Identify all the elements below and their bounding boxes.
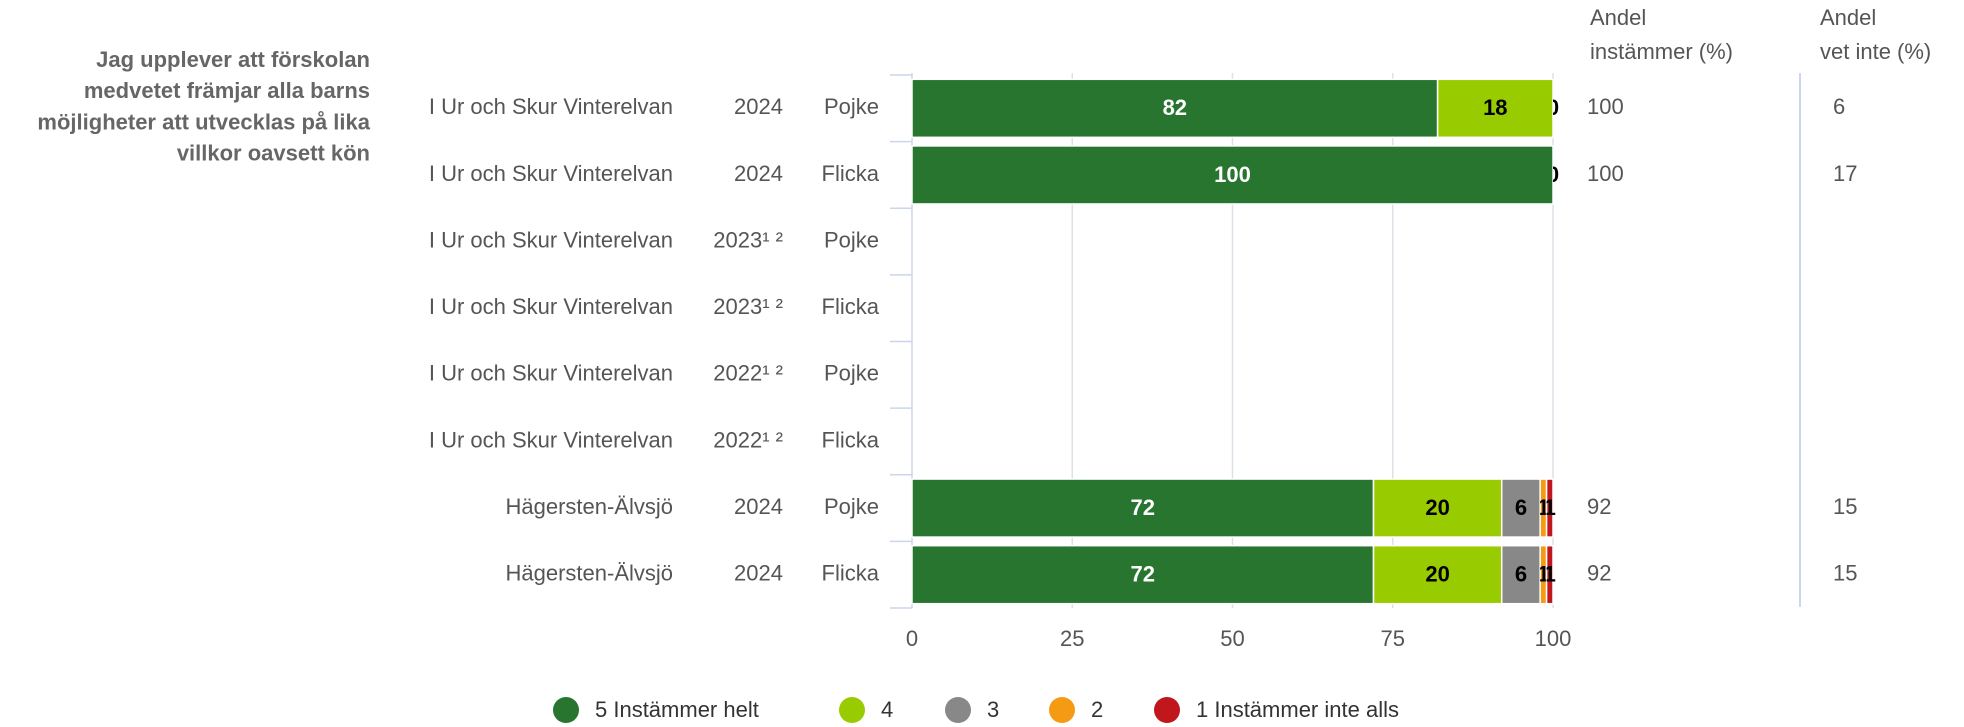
column-header: Andel [1590,5,1646,30]
data-label: 72 [1131,562,1155,587]
legend-marker [1154,697,1180,723]
category-unit: I Ur och Skur Vinterelvan [429,94,673,119]
legend-label: 3 [987,697,999,722]
x-tick-label: 50 [1220,626,1244,651]
data-label: 1 [1544,495,1556,520]
data-label: 1 [1537,495,1549,520]
category-gender: Pojke [824,361,879,386]
data-label: 20 [1425,562,1449,587]
category-gender: Flicka [822,294,880,319]
category-year: 2023¹ ² [713,227,783,252]
bar-segment [1545,478,1554,538]
legend-marker [1049,697,1075,723]
x-tick-label: 100 [1535,626,1572,651]
data-label: 6 [1515,562,1527,587]
bar-segment [1545,544,1554,605]
legend-marker [553,697,579,723]
category-year: 2024 [734,94,783,119]
category-unit: Hägersten-Älvsjö [505,494,673,519]
category-year: 2024 [734,494,783,519]
column-value: 15 [1833,494,1857,519]
column-header: instämmer (%) [1590,39,1733,64]
category-unit: I Ur och Skur Vinterelvan [429,227,673,252]
legend-label: 4 [881,697,893,722]
bar-segment [1372,478,1503,538]
data-label: 82 [1163,95,1187,120]
category-unit: I Ur och Skur Vinterelvan [429,294,673,319]
x-tick-label: 25 [1060,626,1084,651]
column-value: 92 [1587,494,1611,519]
bar-segment [1500,478,1541,538]
category-gender: Pojke [824,227,879,252]
data-label: 0 [1547,95,1559,120]
category-unit: I Ur och Skur Vinterelvan [429,361,673,386]
legend-marker [945,697,971,723]
category-unit: I Ur och Skur Vinterelvan [429,427,673,452]
category-gender: Flicka [822,561,880,586]
bar-segment [911,478,1375,538]
category-year: 2023¹ ² [713,294,783,319]
category-unit: I Ur och Skur Vinterelvan [429,161,673,186]
category-year: 2022¹ ² [713,427,783,452]
bar-segment [911,145,1554,205]
bar-segment [1372,544,1503,605]
column-header: Andel [1820,5,1876,30]
column-value: 15 [1833,561,1857,586]
legend-label: 2 [1091,697,1103,722]
column-value: 100 [1587,94,1624,119]
column-value: 92 [1587,561,1611,586]
category-year: 2024 [734,161,783,186]
category-gender: Flicka [822,427,880,452]
data-label: 72 [1131,495,1155,520]
axis-title: medvetet främjar alla barns [84,78,370,103]
x-tick-label: 0 [906,626,918,651]
column-value: 6 [1833,94,1845,119]
bar-segment [1500,544,1541,605]
data-label: 1 [1537,562,1549,587]
column-header: vet inte (%) [1820,39,1931,64]
bar-segment [911,544,1375,605]
data-label: 20 [1425,495,1449,520]
category-year: 2022¹ ² [713,361,783,386]
column-value: 100 [1587,161,1624,186]
legend-label: 1 Instämmer inte alls [1196,697,1399,722]
bar-segment [1436,78,1554,139]
data-label: 6 [1515,495,1527,520]
legend-label: 5 Instämmer helt [595,697,759,722]
category-gender: Pojke [824,94,879,119]
axis-title: Jag upplever att förskolan [96,47,370,72]
category-unit: Hägersten-Älvsjö [505,561,673,586]
axis-title: möjligheter att utvecklas på lika [37,109,370,134]
data-label: 100 [1214,162,1251,187]
column-value: 17 [1833,161,1857,186]
category-year: 2024 [734,561,783,586]
data-label: 18 [1483,95,1507,120]
x-tick-label: 75 [1381,626,1405,651]
data-label: 1 [1544,562,1556,587]
axis-title: villkor oavsett kön [177,141,370,166]
legend-marker [839,697,865,723]
category-gender: Pojke [824,494,879,519]
data-label: 0 [1547,162,1559,187]
category-gender: Flicka [822,161,880,186]
